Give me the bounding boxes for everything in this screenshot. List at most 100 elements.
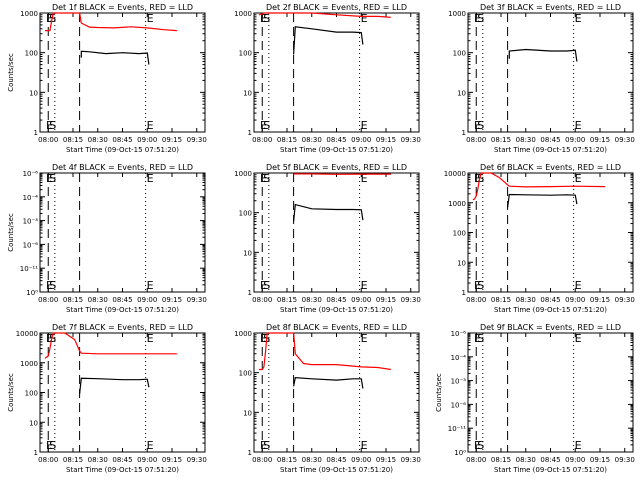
x-tick-label: 09:30 [187,296,207,304]
marker-label-top: S [477,12,484,25]
x-tick-label: 08:00 [466,296,486,304]
chart-panel-5: Det 5f BLACK = Events, RED = LLD 08:00 08:… [234,163,421,314]
chart-panel-8: Det 8f BLACK = Events, RED = LLD 08:00 08:… [234,323,421,474]
marker-label-top: E [361,12,368,25]
marker-label-top: S [49,172,56,185]
x-tick-label: 09:15 [590,136,610,144]
chart-title: Det 6f BLACK = Events, RED = LLD [480,163,621,172]
chart-panel-9: Det 9f BLACK = Events, RED = LLD 08:00 08:… [435,323,635,474]
marker-label-top: S [49,12,56,25]
plot-frame [467,172,634,293]
y-tick-label: 10 [29,419,38,427]
plot-frame [39,172,206,293]
marker-label-bottom: S [49,279,56,292]
marker-label-bottom: E [260,279,267,292]
x-tick-label: 09:00 [351,456,371,464]
marker-label-top: E [575,12,582,25]
y-tick-label: 100 [239,50,252,58]
marker-label-bottom: S [477,279,484,292]
marker-label-bottom: E [46,279,53,292]
y-tick-label: 100 [239,210,252,218]
x-tick-label: 08:30 [88,456,108,464]
events-series-line [79,377,150,394]
x-tick-label: 09:30 [187,136,207,144]
marker-label-top: E [575,172,582,185]
y-tick-label: 10⁻¹¹ [20,265,38,273]
x-tick-label: 08:15 [491,456,511,464]
y-tick-label: 10⁻¹¹ [448,425,466,433]
x-tick-label: 09:30 [401,456,421,464]
marker-label-bottom: E [260,439,267,452]
x-tick-label: 08:15 [63,296,83,304]
y-tick-label: 1 [248,449,252,457]
x-tick-label: 09:00 [137,136,157,144]
y-tick-label: 10000 [16,330,38,338]
plot-frame [467,332,634,453]
marker-label-bottom: E [361,439,368,452]
y-tick-label: 10 [457,259,466,267]
x-tick-label: 08:45 [112,296,132,304]
x-tick-label: 09:30 [187,456,207,464]
y-tick-label: 1000 [20,10,38,18]
y-tick-label: 1000 [234,330,252,338]
x-tick-label: 08:30 [88,296,108,304]
x-tick-label: 08:15 [491,136,511,144]
events-series-line [293,26,364,55]
marker-label-bottom: E [474,439,481,452]
x-tick-label: 09:30 [615,296,635,304]
y-tick-label: 100 [239,370,252,378]
marker-label-top: S [477,172,484,185]
x-tick-label: 08:45 [540,456,560,464]
marker-label-bottom: S [49,439,56,452]
x-tick-label: 09:00 [565,456,585,464]
x-tick-label: 08:30 [516,456,536,464]
x-tick-label: 09:15 [162,456,182,464]
events-series-line [508,48,578,62]
x-axis-label: Start Time (09-Oct-15 07:51:20) [280,466,393,474]
plot-frame [467,12,634,133]
y-tick-label: 10 [457,89,466,97]
plot-frame [253,12,420,133]
x-tick-label: 09:15 [376,296,396,304]
lld-series-line [258,12,391,18]
marker-label-bottom: E [260,119,267,132]
y-tick-label: 10⁰ [26,289,38,297]
x-tick-label: 08:00 [38,136,58,144]
marker-label-top: E [361,172,368,185]
y-tick-label: 100 [25,390,38,398]
y-tick-label: 1000 [448,10,466,18]
y-tick-label: 10 [243,89,252,97]
lld-series-line [472,172,606,201]
y-tick-label: 1000 [234,10,252,18]
y-tick-label: 1000 [20,360,38,368]
x-tick-label: 08:30 [516,136,536,144]
x-tick-label: 08:45 [112,136,132,144]
marker-label-bottom: E [474,279,481,292]
lld-series-line [44,332,177,359]
marker-label-bottom: E [575,439,582,452]
x-tick-label: 08:30 [302,136,322,144]
y-axis-label: Counts/sec [435,373,443,412]
chart-title: Det 5f BLACK = Events, RED = LLD [266,163,407,172]
marker-label-top: E [260,172,267,185]
x-tick-label: 09:30 [401,136,421,144]
chart-panel-2: Det 2f BLACK = Events, RED = LLD 08:00 08:… [234,3,421,154]
y-tick-label: 100 [453,50,466,58]
marker-label-top: E [147,332,154,345]
plot-frame [253,332,420,453]
x-axis-label: Start Time (09-Oct-15 07:51:20) [66,146,179,154]
x-tick-label: 09:15 [376,456,396,464]
x-tick-label: 09:00 [351,296,371,304]
x-tick-label: 08:45 [540,136,560,144]
x-tick-label: 09:15 [590,456,610,464]
x-axis-label: Start Time (09-Oct-15 07:51:20) [66,466,179,474]
marker-label-top: S [49,332,56,345]
x-tick-label: 09:00 [565,296,585,304]
x-tick-label: 09:00 [565,136,585,144]
y-tick-label: 10⁻⁶ [23,170,39,178]
events-series-line [507,193,578,208]
x-tick-label: 08:45 [112,456,132,464]
y-tick-label: 10⁻⁶ [451,330,467,338]
chart-title: Det 2f BLACK = Events, RED = LLD [266,3,407,12]
